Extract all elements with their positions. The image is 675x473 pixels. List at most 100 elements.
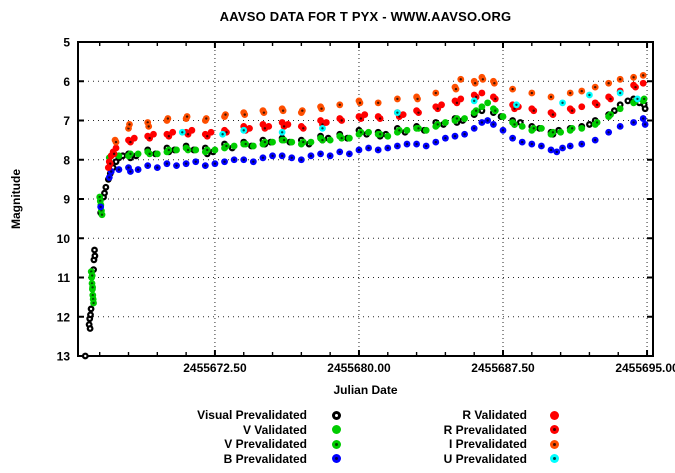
data-point-center xyxy=(136,168,140,171)
data-point xyxy=(211,146,219,154)
data-point-center xyxy=(595,103,599,107)
y-axis-label: Magnitude xyxy=(9,169,23,229)
data-point-center xyxy=(359,131,363,134)
data-point-center xyxy=(607,82,610,85)
data-point-center xyxy=(338,150,341,154)
data-point-center xyxy=(232,158,236,161)
series-marker-icon xyxy=(550,425,559,435)
data-point-center xyxy=(91,286,94,289)
data-point-center xyxy=(147,125,150,128)
series-marker-icon xyxy=(550,439,559,449)
data-point-center xyxy=(463,133,466,136)
data-point xyxy=(384,132,392,140)
data-point-center xyxy=(455,101,459,105)
marker-center-dot xyxy=(553,428,556,432)
legend-label: U Prevalidated xyxy=(443,451,527,466)
data-point-center xyxy=(519,121,522,124)
data-point xyxy=(499,113,507,120)
data-point xyxy=(112,144,120,152)
data-point-center xyxy=(223,160,226,163)
data-point-center xyxy=(213,162,217,165)
data-point-center xyxy=(181,131,184,134)
legend-label: I Prevalidated xyxy=(448,437,527,452)
data-point-center xyxy=(501,129,505,132)
data-point-center xyxy=(111,166,115,169)
data-point xyxy=(345,134,353,142)
legend-right-column: R Validated R Prevalidated I Prevalidated U… xyxy=(330,408,559,466)
legend-left-column: Visual Prevalidated V Validated V Prevalid… xyxy=(0,408,675,466)
data-point-center xyxy=(642,74,645,77)
data-point-center xyxy=(112,152,116,156)
data-point xyxy=(461,115,468,122)
data-point-center xyxy=(569,91,572,95)
data-point-center xyxy=(359,117,363,120)
data-point xyxy=(230,142,238,150)
data-point-center xyxy=(128,123,131,126)
data-point-center xyxy=(643,123,647,126)
y-tick-label: 12 xyxy=(57,310,71,324)
data-point-center xyxy=(386,146,389,150)
data-point-center xyxy=(357,148,361,152)
data-point-center xyxy=(481,78,485,81)
data-point-center xyxy=(415,142,418,146)
data-point-center xyxy=(632,121,635,124)
data-point-center xyxy=(194,160,197,163)
data-point-center xyxy=(348,152,351,156)
data-point-center xyxy=(378,117,382,120)
data-point-center xyxy=(511,136,514,140)
data-point xyxy=(639,79,647,87)
legend-label: B Prevalidated xyxy=(223,451,307,466)
series-marker-icon xyxy=(550,454,559,464)
data-point-center xyxy=(224,113,227,116)
y-tick-label: 6 xyxy=(63,75,70,89)
legend-item-i-prevalidated: I Prevalidated xyxy=(330,437,559,452)
data-point-center xyxy=(473,99,476,103)
legend-label: R Prevalidated xyxy=(443,422,527,437)
data-point-center xyxy=(175,164,178,167)
data-point-center xyxy=(321,138,324,142)
data-point-center xyxy=(434,91,437,95)
data-point-center xyxy=(104,186,108,189)
data-point-center xyxy=(221,133,224,136)
data-point-center xyxy=(156,166,159,169)
data-point xyxy=(578,124,586,132)
y-tick-label: 9 xyxy=(63,193,70,207)
data-point-center xyxy=(282,138,286,142)
x-tick-label: 2455672.50 xyxy=(183,361,247,375)
data-point-center xyxy=(436,123,439,126)
data-point-center xyxy=(340,136,343,140)
legend-item-visual-prevalidated: Visual Prevalidated xyxy=(0,408,675,423)
data-point-center xyxy=(184,162,188,165)
data-point xyxy=(153,150,161,158)
data-point-center xyxy=(416,97,419,101)
data-point-center xyxy=(280,154,284,158)
data-point-center xyxy=(493,82,496,85)
data-point-center xyxy=(206,135,209,138)
data-point-center xyxy=(129,152,132,156)
data-point xyxy=(557,128,565,136)
data-point-center xyxy=(91,274,94,277)
data-point xyxy=(441,119,449,126)
data-point-center xyxy=(396,97,399,101)
legend-label: V Prevalidated xyxy=(224,437,307,452)
data-point-center xyxy=(480,121,484,124)
data-point-center xyxy=(148,136,151,140)
data-point xyxy=(403,126,411,134)
series-marker-icon xyxy=(332,425,341,435)
data-point-center xyxy=(513,107,516,110)
data-point-center xyxy=(114,140,118,144)
data-point-center xyxy=(632,76,635,79)
data-point-center xyxy=(549,95,553,99)
data-point-center xyxy=(244,142,247,146)
data-point-center xyxy=(398,115,401,118)
data-point-center xyxy=(282,125,286,128)
data-point xyxy=(326,136,334,144)
data-point-center xyxy=(588,123,591,126)
data-point-center xyxy=(110,170,113,173)
data-point-center xyxy=(204,164,207,167)
data-point-center xyxy=(569,144,572,148)
data-point-center xyxy=(252,160,255,163)
legend-label: R Validated xyxy=(462,408,527,423)
series-b-prevalidated xyxy=(97,115,649,211)
